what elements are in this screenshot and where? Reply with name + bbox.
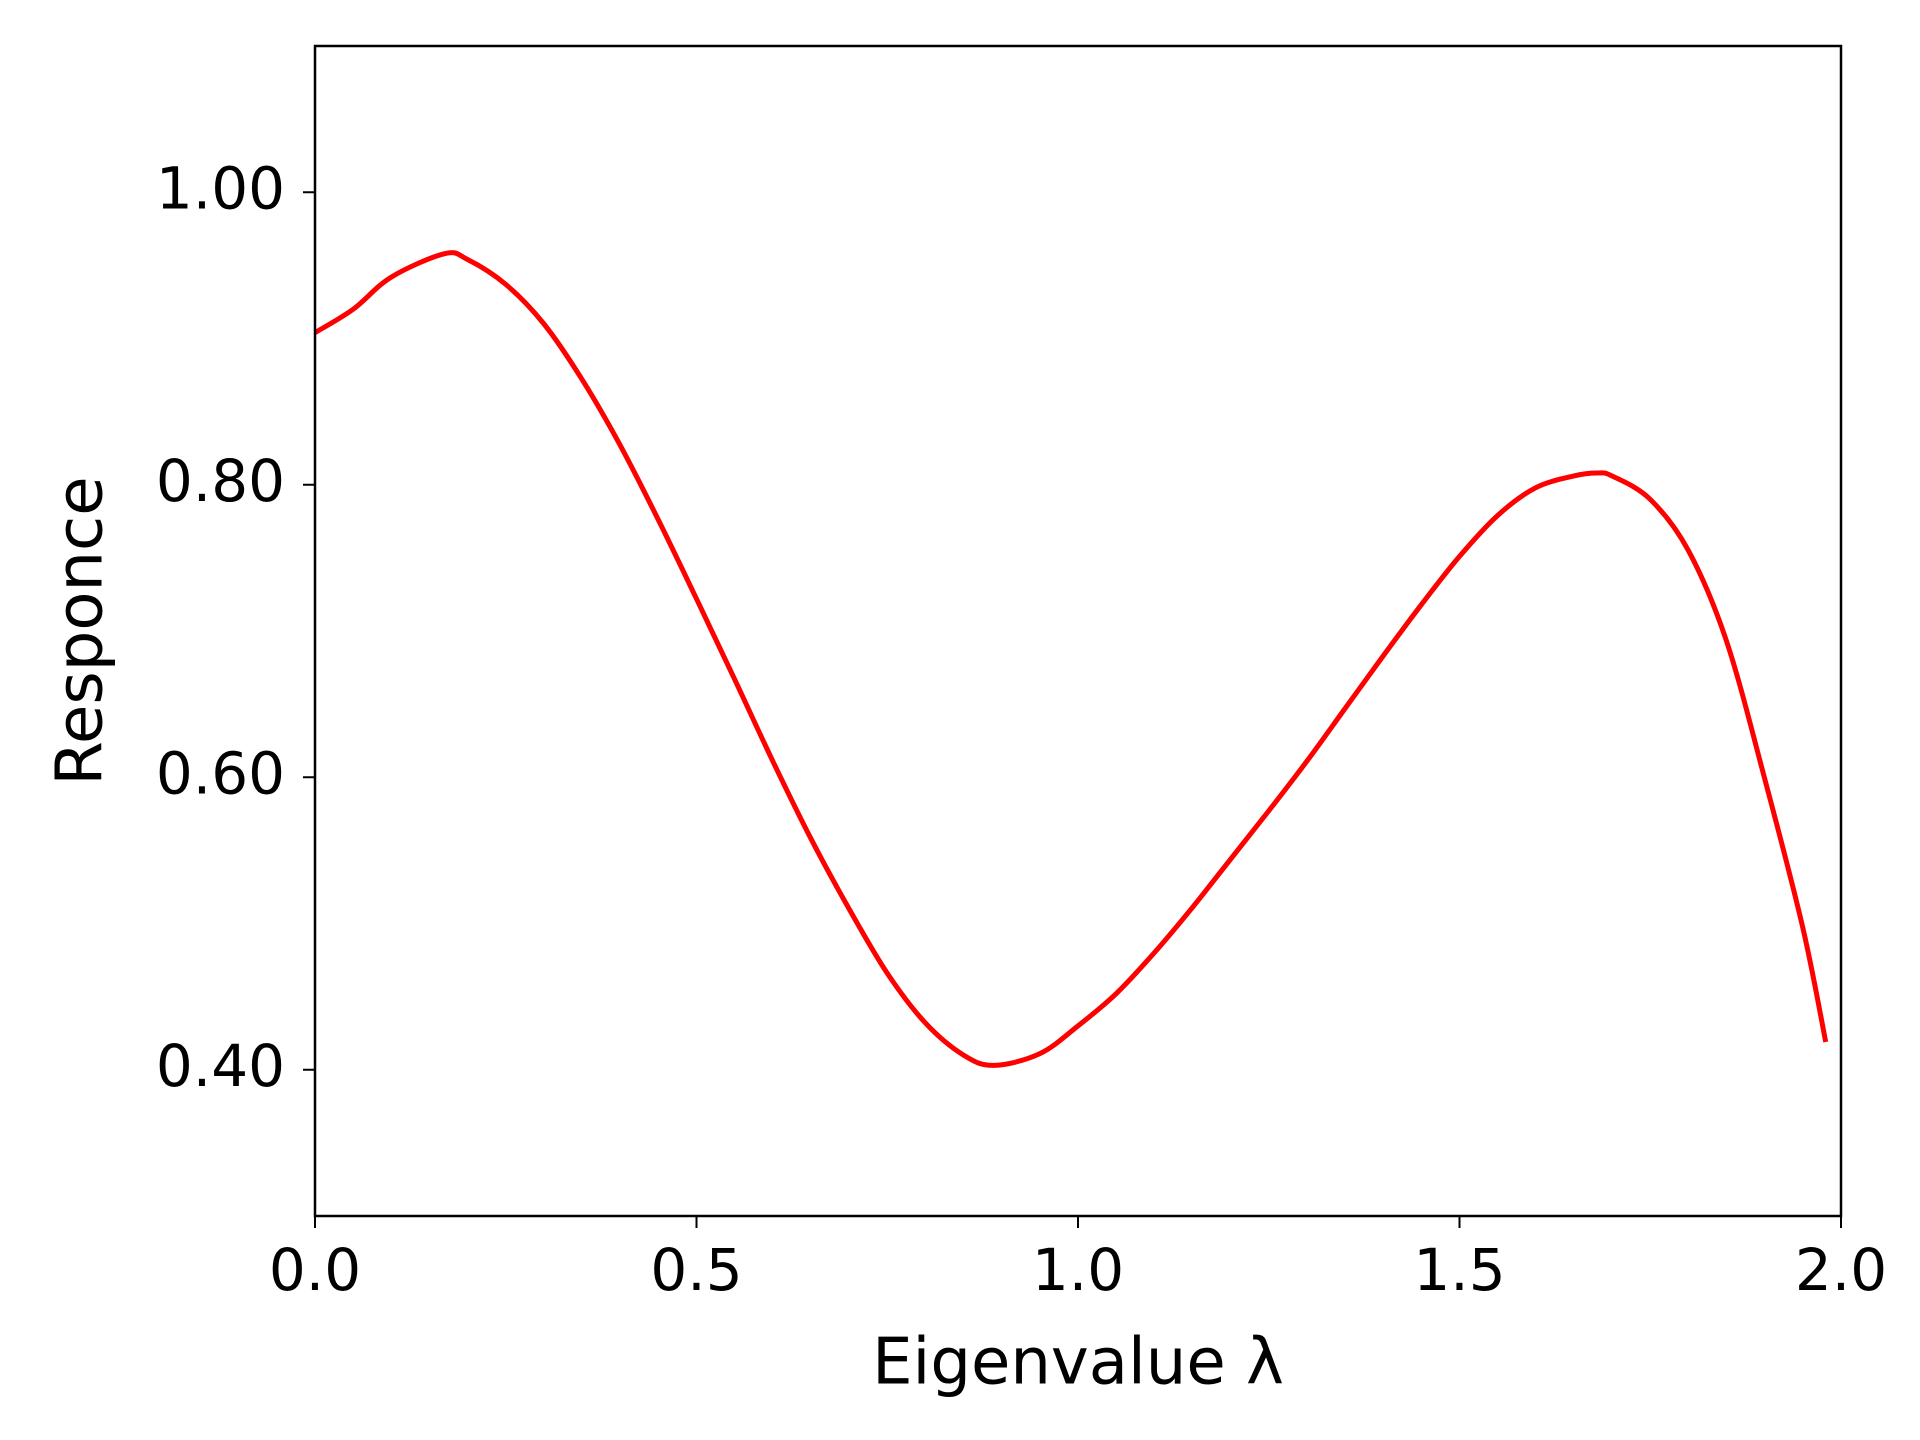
y-tick-label: 0.40 bbox=[156, 1032, 285, 1100]
x-tick-label: 0.0 bbox=[269, 1236, 361, 1304]
y-tick-label: 1.00 bbox=[156, 154, 285, 222]
x-tick-label: 1.0 bbox=[1032, 1236, 1124, 1304]
x-tick-label: 1.5 bbox=[1413, 1236, 1505, 1304]
line-series bbox=[313, 250, 1829, 1068]
y-tick-label: 0.60 bbox=[156, 739, 285, 807]
plot-frame bbox=[313, 44, 1843, 1218]
x-tick-label: 0.5 bbox=[650, 1236, 742, 1304]
x-tick-label: 2.0 bbox=[1795, 1236, 1887, 1304]
y-tick-label: 0.80 bbox=[156, 447, 285, 515]
x-axis-label: Eigenvalue λ bbox=[872, 1326, 1284, 1400]
y-axis-label: Responce bbox=[44, 476, 118, 785]
